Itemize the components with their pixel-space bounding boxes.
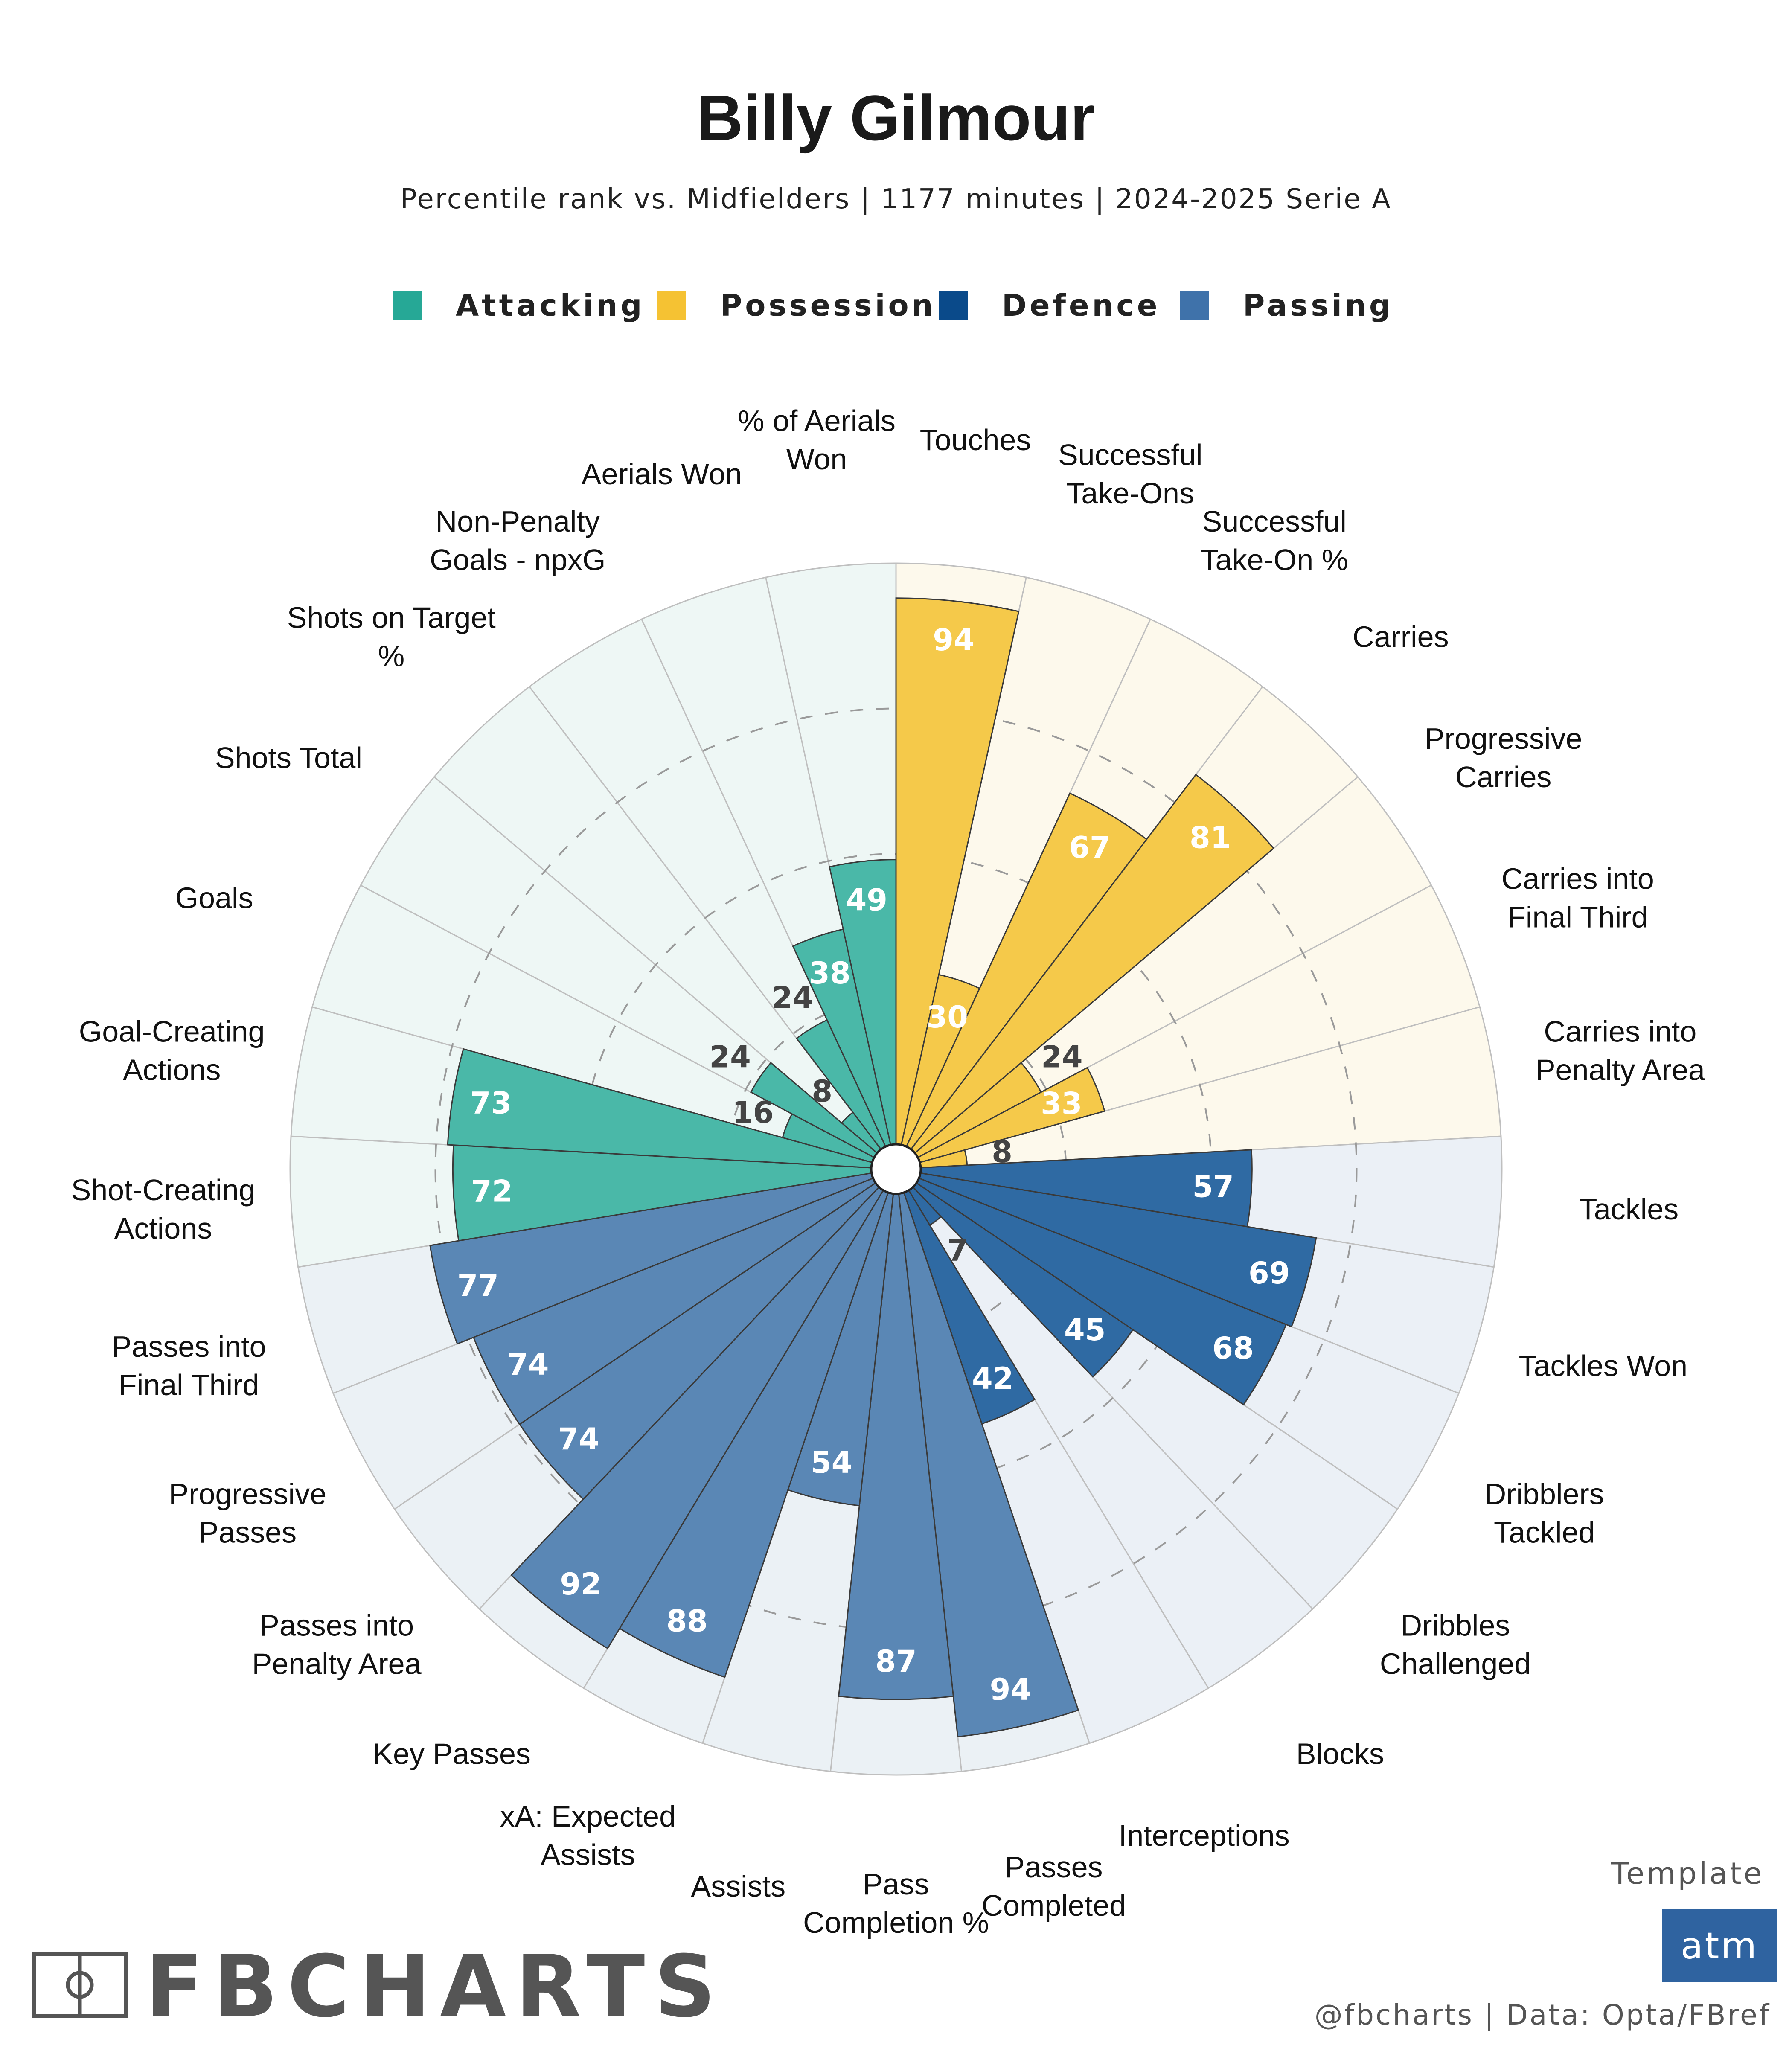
value-label: 42 <box>972 1361 1013 1396</box>
category-label: Goals - npxG <box>430 543 605 576</box>
category-label: Goals <box>175 881 253 914</box>
value-label: 38 <box>809 956 850 991</box>
category-label: Interceptions <box>1119 1819 1290 1852</box>
bars <box>429 597 1317 1738</box>
data-credit: @fbcharts | Data: Opta/FBref <box>1315 1999 1771 2031</box>
category-label: Take-Ons <box>1066 477 1194 510</box>
category-label: Tackles Won <box>1519 1349 1688 1382</box>
template-badge-text: atm <box>1681 1925 1758 1967</box>
category-label: Penalty Area <box>1536 1053 1705 1087</box>
value-label: 92 <box>560 1567 601 1602</box>
category-label: Dribbles <box>1401 1609 1510 1642</box>
value-label: 77 <box>457 1268 499 1303</box>
category-label: Challenged <box>1380 1647 1531 1681</box>
category-label: Blocks <box>1296 1737 1384 1770</box>
category-label: Progressive <box>169 1478 327 1511</box>
value-label: 68 <box>1212 1331 1254 1366</box>
chart-subtitle: Percentile rank vs. Midfielders | 1177 m… <box>400 183 1392 215</box>
category-label: Carries <box>1455 760 1552 794</box>
legend-swatch <box>393 291 422 320</box>
brand-name: FBCHARTS <box>145 1937 725 2036</box>
value-label: 73 <box>470 1085 512 1120</box>
category-label: Penalty Area <box>252 1647 422 1681</box>
value-label: 74 <box>507 1347 549 1382</box>
category-label: Carries into <box>1544 1015 1696 1048</box>
category-label: Shots Total <box>215 741 362 774</box>
category-label: % <box>378 639 404 672</box>
category-label: Pass <box>863 1868 929 1901</box>
value-label: 74 <box>558 1422 599 1457</box>
category-label: Successful <box>1058 438 1202 471</box>
value-label: 81 <box>1190 820 1231 855</box>
value-label: 24 <box>1041 1039 1082 1074</box>
legend-swatch <box>1180 291 1209 320</box>
category-label: Shots on Target <box>287 601 496 634</box>
category-label: Successful <box>1202 505 1347 538</box>
pitch-logo-icon <box>32 1952 128 2018</box>
value-labels: 94 30 67 81 24 33 8 57 69 68 45 7 42 94 87 54 88 92 74 74 77… <box>457 623 1290 1707</box>
category-label: Assists <box>541 1838 635 1871</box>
value-label: 45 <box>1064 1312 1105 1347</box>
category-label: Passes into <box>259 1609 414 1642</box>
category-label: Completed <box>981 1889 1126 1922</box>
category-label: Passes <box>1005 1850 1103 1884</box>
category-label: Carries into <box>1501 862 1654 895</box>
value-label: 8 <box>992 1135 1012 1169</box>
legend-label: Defence <box>1002 288 1160 323</box>
legend-swatch <box>657 291 686 320</box>
category-label: Final Third <box>119 1368 259 1402</box>
value-label: 72 <box>471 1174 512 1209</box>
category-label: Key Passes <box>373 1737 531 1770</box>
category-label: Passes into <box>112 1330 266 1363</box>
category-label: Won <box>786 442 847 476</box>
category-label: Take-On % <box>1201 543 1348 576</box>
category-label: Dribblers <box>1485 1478 1604 1511</box>
legend-label: Passing <box>1243 288 1393 323</box>
category-label: Tackled <box>1494 1516 1595 1549</box>
value-label: 16 <box>732 1095 774 1130</box>
category-label: Final Third <box>1507 900 1648 934</box>
category-label: Progressive <box>1425 722 1583 755</box>
category-label: xA: Expected <box>500 1800 676 1833</box>
value-label: 30 <box>927 1000 968 1035</box>
category-label: Touches <box>920 423 1031 457</box>
value-label: 24 <box>772 980 813 1015</box>
value-label: 49 <box>846 882 887 917</box>
category-label: Aerials Won <box>582 457 742 491</box>
value-label: 54 <box>811 1445 852 1480</box>
value-label: 94 <box>933 623 974 657</box>
center-hole <box>870 1143 922 1195</box>
value-label: 33 <box>1041 1086 1082 1121</box>
category-label: Shot-Creating <box>71 1173 256 1207</box>
value-label: 69 <box>1248 1256 1290 1291</box>
legend: Attacking Possession Defence Passing <box>393 288 1393 323</box>
value-label: 94 <box>990 1672 1031 1707</box>
value-label: 24 <box>709 1039 751 1074</box>
category-label: Goal-Creating <box>79 1015 265 1048</box>
category-label: Actions <box>114 1212 212 1245</box>
chart-title: Billy Gilmour <box>697 82 1095 154</box>
category-label: Completion % <box>803 1906 989 1939</box>
category-label: Assists <box>691 1870 785 1903</box>
value-label: 7 <box>947 1233 968 1268</box>
legend-label: Possession <box>720 288 936 323</box>
value-label: 88 <box>666 1604 707 1639</box>
value-label: 8 <box>812 1074 832 1109</box>
category-label: Non-Penalty <box>436 505 600 538</box>
legend-swatch <box>939 291 968 320</box>
category-label: Actions <box>123 1053 221 1087</box>
category-label: Tackles <box>1579 1193 1679 1226</box>
legend-label: Attacking <box>456 288 645 323</box>
value-label: 67 <box>1069 830 1110 865</box>
template-badge <box>1662 1909 1777 1982</box>
category-label: Carries <box>1353 620 1449 653</box>
value-label: 57 <box>1193 1169 1234 1204</box>
category-labels: Touches SuccessfulTake-OnsSuccessfulTake-… <box>71 404 1705 1939</box>
value-label: 87 <box>875 1644 916 1679</box>
template-label: Template <box>1610 1856 1764 1891</box>
category-label: Passes <box>199 1516 297 1549</box>
category-label: % of Aerials <box>738 404 896 437</box>
